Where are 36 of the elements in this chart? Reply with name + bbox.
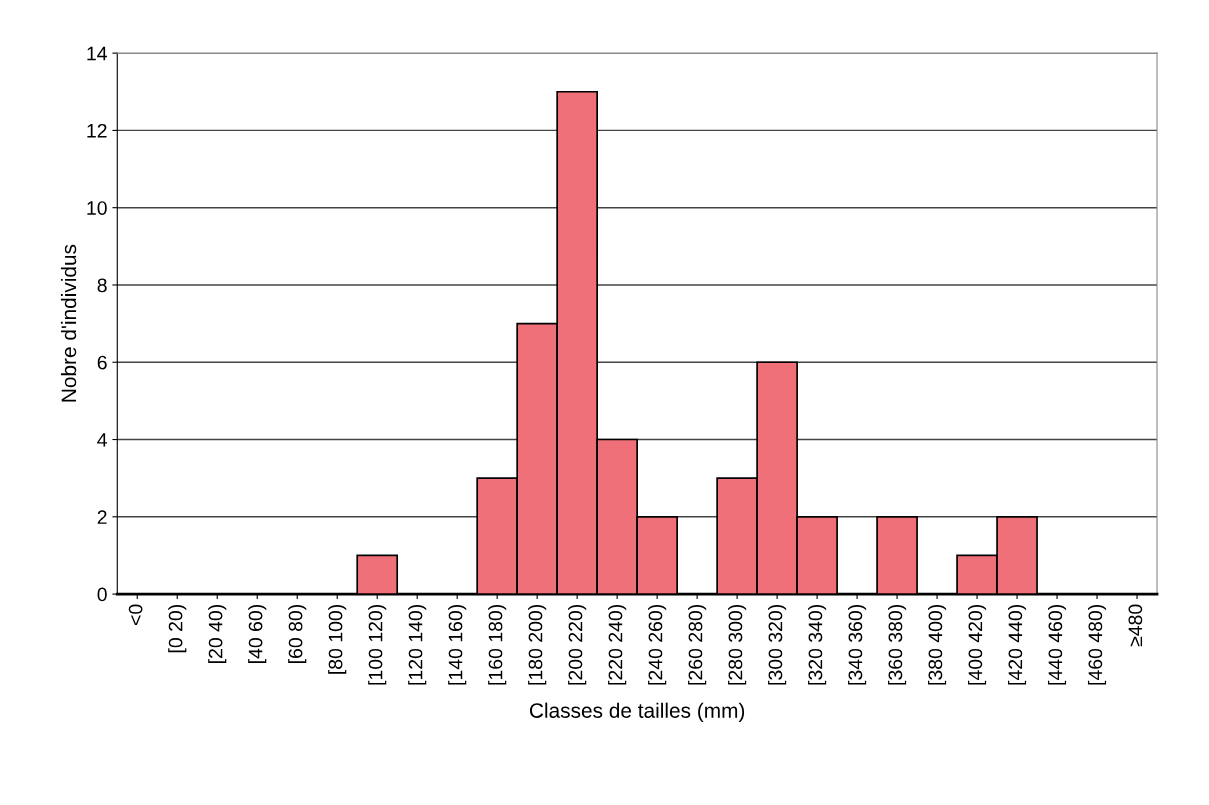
x-tick-label: [240 260)	[648, 605, 667, 685]
x-tick-label: [80 100)	[328, 605, 347, 674]
y-tick-label: 0	[97, 587, 107, 602]
x-tick-label: [420 440)	[1007, 605, 1027, 685]
x-tick-label: [220 240)	[608, 605, 627, 685]
x-tick-label: [260 280)	[688, 605, 707, 685]
x-tick-label: [40 60)	[248, 605, 267, 663]
y-tick-label: 6	[97, 355, 107, 370]
x-tick-label: [20 40)	[208, 605, 227, 663]
y-tick-label: 14	[87, 46, 107, 61]
x-tick-label: ≥480	[1128, 604, 1143, 647]
x-tick-label: <0	[128, 604, 143, 626]
x-tick-label: [380 400)	[928, 605, 947, 685]
y-tick-label: 10	[87, 201, 107, 215]
x-tick-label: [340 360)	[848, 605, 867, 685]
x-tick-label: [100 120)	[368, 605, 387, 685]
x-tick-label: [200 220)	[568, 605, 587, 685]
x-axis-title: Classes de tailles (mm)	[529, 702, 745, 723]
y-tick-label: 12	[87, 123, 107, 138]
x-tick-label: [460 480)	[1087, 605, 1107, 685]
x-tick-label: [300 320)	[768, 605, 787, 685]
x-tick-label: [0 20)	[168, 605, 187, 653]
x-tick-label: [320 340)	[808, 605, 827, 685]
y-tick-label: 8	[97, 278, 107, 293]
x-tick-label: [440 460)	[1047, 605, 1067, 685]
x-tick-label: [60 80)	[288, 605, 307, 663]
x-tick-label: [360 380)	[888, 605, 907, 685]
x-tick-label: [280 300)	[728, 605, 747, 685]
x-tick-label: [140 160)	[448, 605, 467, 685]
y-tick-label: 4	[97, 433, 107, 447]
x-tick-label: [400 420)	[968, 605, 987, 685]
x-tick-label: [120 140)	[408, 605, 427, 685]
x-tick-label: [180 200)	[528, 605, 547, 685]
y-tick-label: 2	[97, 510, 107, 524]
y-axis-title: Nobre d'individus	[60, 244, 77, 402]
x-tick-label: [160 180)	[488, 605, 507, 685]
